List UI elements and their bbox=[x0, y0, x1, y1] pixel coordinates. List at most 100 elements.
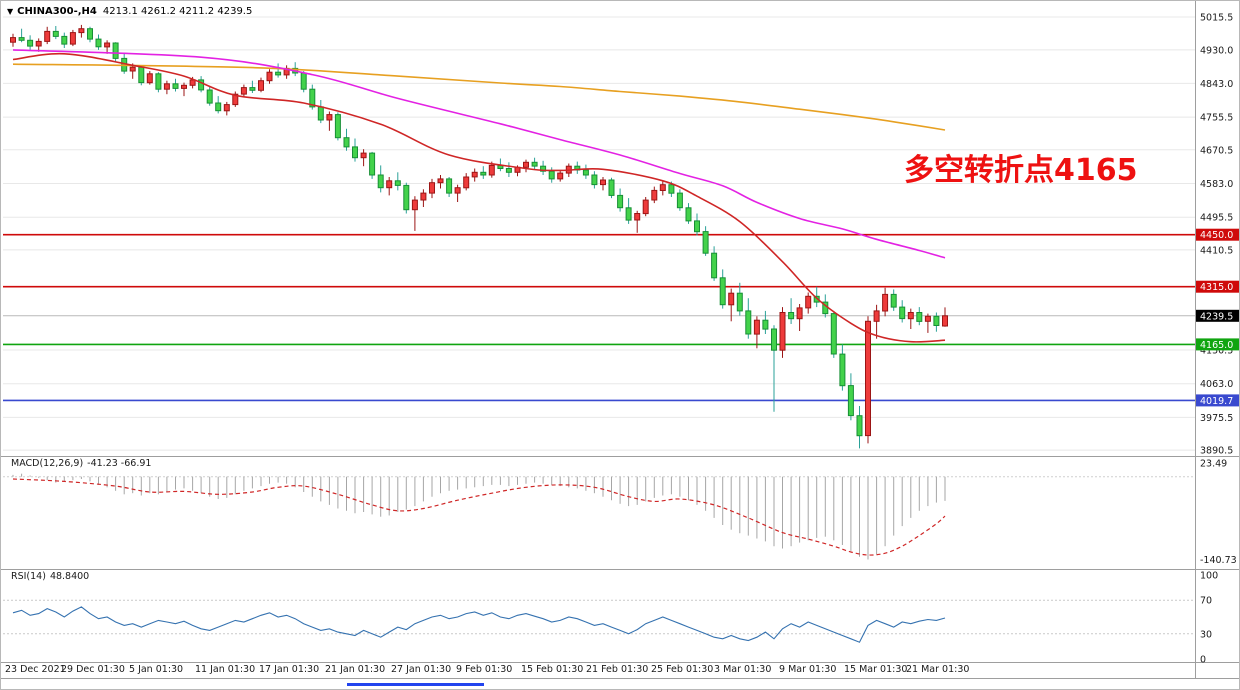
y-axis-tick: 4410.5 bbox=[1200, 245, 1233, 256]
candle-body bbox=[719, 277, 726, 306]
candle-body bbox=[634, 213, 641, 221]
candle-body bbox=[446, 178, 453, 194]
time-axis-label: 23 Dec 2021 bbox=[5, 664, 66, 675]
candle-body bbox=[582, 169, 589, 176]
y-axis-tick: 4583.0 bbox=[1200, 179, 1233, 190]
candle-body bbox=[352, 146, 358, 159]
candle-body bbox=[873, 310, 880, 322]
candle-body bbox=[480, 171, 487, 176]
candle-body bbox=[736, 292, 743, 312]
h-scrollbar-thumb[interactable] bbox=[347, 683, 484, 686]
candle-body bbox=[625, 207, 632, 221]
ohlc-values: 4213.1 4261.2 4211.2 4239.5 bbox=[102, 6, 253, 17]
candle-body bbox=[78, 28, 85, 34]
svg-text:4450.0: 4450.0 bbox=[1200, 230, 1233, 241]
candle-body bbox=[52, 30, 59, 37]
candle-body bbox=[112, 42, 119, 59]
candles-layer bbox=[10, 24, 948, 449]
candle-body bbox=[591, 174, 598, 186]
price-annotation: 多空转折点4165 bbox=[904, 153, 1138, 188]
candle-body bbox=[61, 35, 68, 45]
h-scrollbar-track[interactable] bbox=[1, 679, 1239, 689]
y-axis-tick: 4150.5 bbox=[1200, 346, 1233, 357]
y-axis-tick: 3975.5 bbox=[1200, 413, 1233, 424]
candle-body bbox=[668, 184, 675, 194]
level-lines-layer bbox=[3, 233, 1195, 402]
candle-body bbox=[377, 174, 384, 189]
candle-body bbox=[540, 165, 547, 172]
candle-body bbox=[386, 180, 393, 189]
rsi-axis[interactable]: 100 70 30 0 bbox=[1200, 571, 1218, 666]
rsi-name: RSI(14) bbox=[11, 571, 46, 582]
candle-body bbox=[95, 38, 102, 48]
axis-tag-4450.0: 4450.0 bbox=[1196, 228, 1239, 241]
ma-slow-orange-line bbox=[12, 63, 946, 131]
candle-body bbox=[865, 320, 871, 437]
candle-body bbox=[839, 353, 846, 387]
candle-body bbox=[548, 170, 555, 180]
macd-axis[interactable]: 23.49 -140.73 bbox=[1200, 458, 1237, 566]
chevron-down-icon[interactable]: ▼ bbox=[7, 7, 14, 16]
time-axis-label: 21 Feb 01:30 bbox=[586, 664, 649, 675]
macd-axis-tick: -140.73 bbox=[1200, 555, 1237, 566]
time-axis-label: 17 Jan 01:30 bbox=[259, 664, 320, 675]
candle-body bbox=[856, 415, 863, 437]
candle-body bbox=[27, 39, 34, 47]
time-axis-area[interactable]: 23 Dec 2021 29 Dec 01:30 5 Jan 01:30 11 Jan… bbox=[1, 663, 1195, 678]
time-axis-label: 21 Mar 01:30 bbox=[906, 664, 970, 675]
svg-text:4165.0: 4165.0 bbox=[1200, 340, 1233, 351]
time-axis-label: 15 Feb 01:30 bbox=[521, 664, 584, 675]
candle-body bbox=[728, 292, 735, 306]
rsi-axis-tick: 0 bbox=[1200, 655, 1206, 666]
ma-mid-magenta-line bbox=[12, 49, 946, 259]
candle-body bbox=[463, 176, 470, 189]
candle-body bbox=[899, 306, 906, 320]
macd-signal-line bbox=[12, 478, 946, 556]
candle-body bbox=[916, 312, 923, 322]
candle-body bbox=[488, 164, 495, 176]
y-axis-tick: 4755.5 bbox=[1200, 113, 1233, 124]
candle-body bbox=[411, 199, 418, 211]
candle-body bbox=[189, 79, 196, 86]
candle-body bbox=[275, 71, 282, 76]
candle-body bbox=[531, 161, 538, 167]
candle-body bbox=[146, 73, 153, 84]
candle-body bbox=[232, 93, 239, 106]
candle-body bbox=[87, 28, 93, 40]
candle-body bbox=[326, 114, 333, 121]
candle-body bbox=[796, 307, 803, 320]
candle-body bbox=[762, 319, 769, 330]
main-price-axis[interactable]: 5015.5 4930.0 4843.0 4755.5 4670.5 4583.0 4495… bbox=[1200, 13, 1233, 457]
candle-body bbox=[437, 178, 444, 184]
candle-body bbox=[830, 313, 837, 355]
macd-name: MACD(12,26,9) bbox=[11, 458, 84, 469]
candle-body bbox=[942, 315, 948, 327]
candle-body bbox=[10, 37, 16, 43]
axis-tag-4239.5: 4239.5 bbox=[1196, 309, 1239, 322]
time-axis-label: 21 Jan 01:30 bbox=[325, 664, 386, 675]
candle-body bbox=[429, 182, 435, 194]
candle-body bbox=[300, 72, 307, 90]
candle-body bbox=[104, 42, 111, 48]
candle-body bbox=[215, 102, 222, 112]
candle-body bbox=[454, 187, 461, 194]
candle-body bbox=[523, 161, 529, 168]
candle-body bbox=[240, 87, 247, 95]
y-axis-tick: 4670.5 bbox=[1200, 145, 1233, 156]
y-axis-tick: 4063.0 bbox=[1200, 379, 1233, 390]
time-axis-label: 27 Jan 01:30 bbox=[391, 664, 452, 675]
candle-body bbox=[138, 66, 145, 84]
candle-body bbox=[608, 179, 615, 196]
macd-axis-tick: 23.49 bbox=[1200, 458, 1227, 469]
macd-histogram bbox=[12, 473, 946, 560]
candle-body bbox=[420, 192, 427, 201]
y-axis-tick: 5015.5 bbox=[1200, 13, 1233, 24]
symbol-label: CHINA300-,H4 bbox=[17, 6, 97, 17]
time-axis-label: 15 Mar 01:30 bbox=[844, 664, 908, 675]
candle-body bbox=[223, 104, 230, 112]
axis-tag-4315.0: 4315.0 bbox=[1196, 280, 1239, 293]
candle-body bbox=[258, 80, 264, 91]
candle-body bbox=[18, 37, 25, 41]
